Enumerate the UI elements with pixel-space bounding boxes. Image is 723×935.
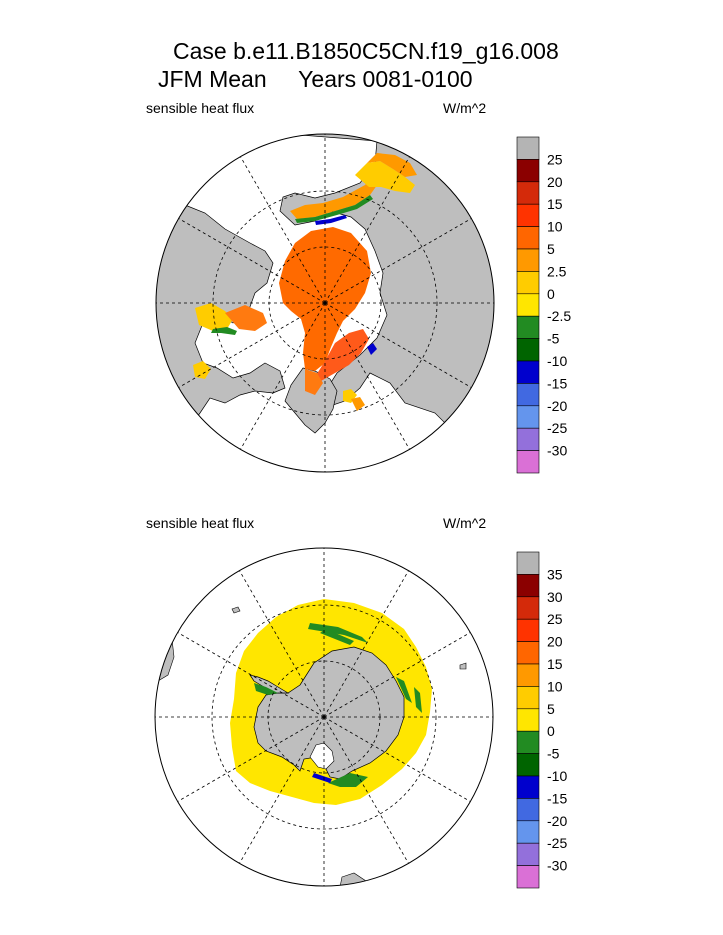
colorbar-1-swatch-8 bbox=[516, 730, 540, 754]
colorbar-1-label-1: 30 bbox=[547, 589, 563, 605]
colorbar-1-label-12: -25 bbox=[547, 835, 567, 851]
colorbar-0-label-2: 15 bbox=[547, 196, 563, 212]
colorbar-1-swatch-5 bbox=[516, 663, 540, 687]
colorbar-0-label-5: 2.5 bbox=[547, 263, 567, 279]
colorbar-1-swatch-11 bbox=[516, 798, 540, 822]
colorbar-1-label-5: 10 bbox=[547, 678, 563, 694]
colorbar-0-label-3: 10 bbox=[547, 219, 563, 235]
colorbar-0-swatch-12 bbox=[516, 405, 540, 429]
colorbar-0-label-11: -20 bbox=[547, 398, 567, 414]
colorbar-0-swatch-13 bbox=[516, 427, 540, 451]
south-blue-edge bbox=[312, 773, 332, 783]
colorbar-0-swatch-6 bbox=[516, 271, 540, 295]
south-polar-map bbox=[154, 547, 494, 887]
colorbar-1-swatch-0 bbox=[516, 551, 540, 575]
north-graticule bbox=[156, 134, 494, 472]
colorbar-1-label-4: 15 bbox=[547, 656, 563, 672]
south-ross-shelf bbox=[309, 742, 335, 770]
colorbar-0-swatch-5 bbox=[516, 248, 540, 272]
colorbar-0-swatch-0 bbox=[516, 136, 540, 160]
south-colorbar: 35 30 25 20 15 10 5 0 -5 -10 -15 -20 -25 -30 bbox=[516, 551, 567, 889]
colorbar-1-swatch-13 bbox=[516, 842, 540, 866]
colorbar-0-label-1: 20 bbox=[547, 174, 563, 190]
colorbar-0-swatch-4 bbox=[516, 226, 540, 250]
colorbar-0-label-9: -10 bbox=[547, 353, 567, 369]
colorbar-1-swatch-7 bbox=[516, 708, 540, 732]
colorbar-1-swatch-2 bbox=[516, 596, 540, 620]
colorbar-0-label-10: -15 bbox=[547, 375, 567, 391]
colorbar-0-swatch-14 bbox=[516, 450, 540, 474]
south-land-antarctica bbox=[253, 646, 405, 780]
colorbar-0-swatch-2 bbox=[516, 181, 540, 205]
north-flux-field bbox=[193, 153, 417, 411]
colorbar-1-label-0: 35 bbox=[547, 566, 563, 582]
colorbar-1-label-11: -20 bbox=[547, 813, 567, 829]
colorbar-0-label-12: -25 bbox=[547, 420, 567, 436]
colorbar-1-swatch-6 bbox=[516, 686, 540, 710]
colorbar-1-swatch-9 bbox=[516, 753, 540, 777]
colorbar-0-label-6: 0 bbox=[547, 286, 555, 302]
colorbar-0-swatch-3 bbox=[516, 203, 540, 227]
colorbar-1-label-8: -5 bbox=[547, 746, 560, 762]
plot-title-line-1: Case b.e11.B1850C5CN.f19_g16.008 bbox=[173, 38, 559, 64]
colorbar-0-label-7: -2.5 bbox=[547, 308, 571, 324]
panel-1-units-label: W/m^2 bbox=[443, 100, 487, 116]
colorbar-1-label-7: 0 bbox=[547, 723, 555, 739]
colorbar-0-swatch-1 bbox=[516, 159, 540, 183]
colorbar-0-swatch-8 bbox=[516, 315, 540, 339]
panel-2-field-label: sensible heat flux bbox=[146, 515, 255, 531]
plot-title-line-2: JFM Mean Years 0081-0100 bbox=[158, 66, 473, 92]
colorbar-1-label-13: -30 bbox=[547, 858, 567, 874]
colorbar-1-label-3: 20 bbox=[547, 634, 563, 650]
colorbar-1-swatch-14 bbox=[516, 865, 540, 889]
colorbar-0-label-4: 5 bbox=[547, 241, 555, 257]
north-polar-map bbox=[155, 133, 495, 473]
colorbar-0-label-8: -5 bbox=[547, 331, 560, 347]
panel-1-field-label: sensible heat flux bbox=[146, 100, 255, 116]
colorbar-1-swatch-10 bbox=[516, 775, 540, 799]
colorbar-1-swatch-12 bbox=[516, 820, 540, 844]
colorbar-0-swatch-7 bbox=[516, 293, 540, 317]
south-graticule bbox=[155, 548, 493, 886]
colorbar-1-label-10: -15 bbox=[547, 790, 567, 806]
colorbar-0-swatch-10 bbox=[516, 360, 540, 384]
colorbar-1-label-2: 25 bbox=[547, 611, 563, 627]
colorbar-1-swatch-4 bbox=[516, 641, 540, 665]
north-map-border bbox=[155, 133, 495, 473]
colorbar-1-swatch-3 bbox=[516, 618, 540, 642]
north-colorbar: 25 20 15 10 5 2.5 0 -2.5 -5 -10 -15 -20 -25 -30 bbox=[516, 136, 571, 474]
colorbar-0-label-13: -30 bbox=[547, 443, 567, 459]
colorbar-1-label-6: 5 bbox=[547, 701, 555, 717]
colorbar-1-swatch-1 bbox=[516, 574, 540, 598]
panel-2-units-label: W/m^2 bbox=[443, 515, 487, 531]
colorbar-1-label-9: -10 bbox=[547, 768, 567, 784]
south-map-border bbox=[154, 547, 494, 887]
colorbar-0-swatch-9 bbox=[516, 338, 540, 362]
colorbar-0-label-0: 25 bbox=[547, 151, 563, 167]
colorbar-0-swatch-11 bbox=[516, 383, 540, 407]
